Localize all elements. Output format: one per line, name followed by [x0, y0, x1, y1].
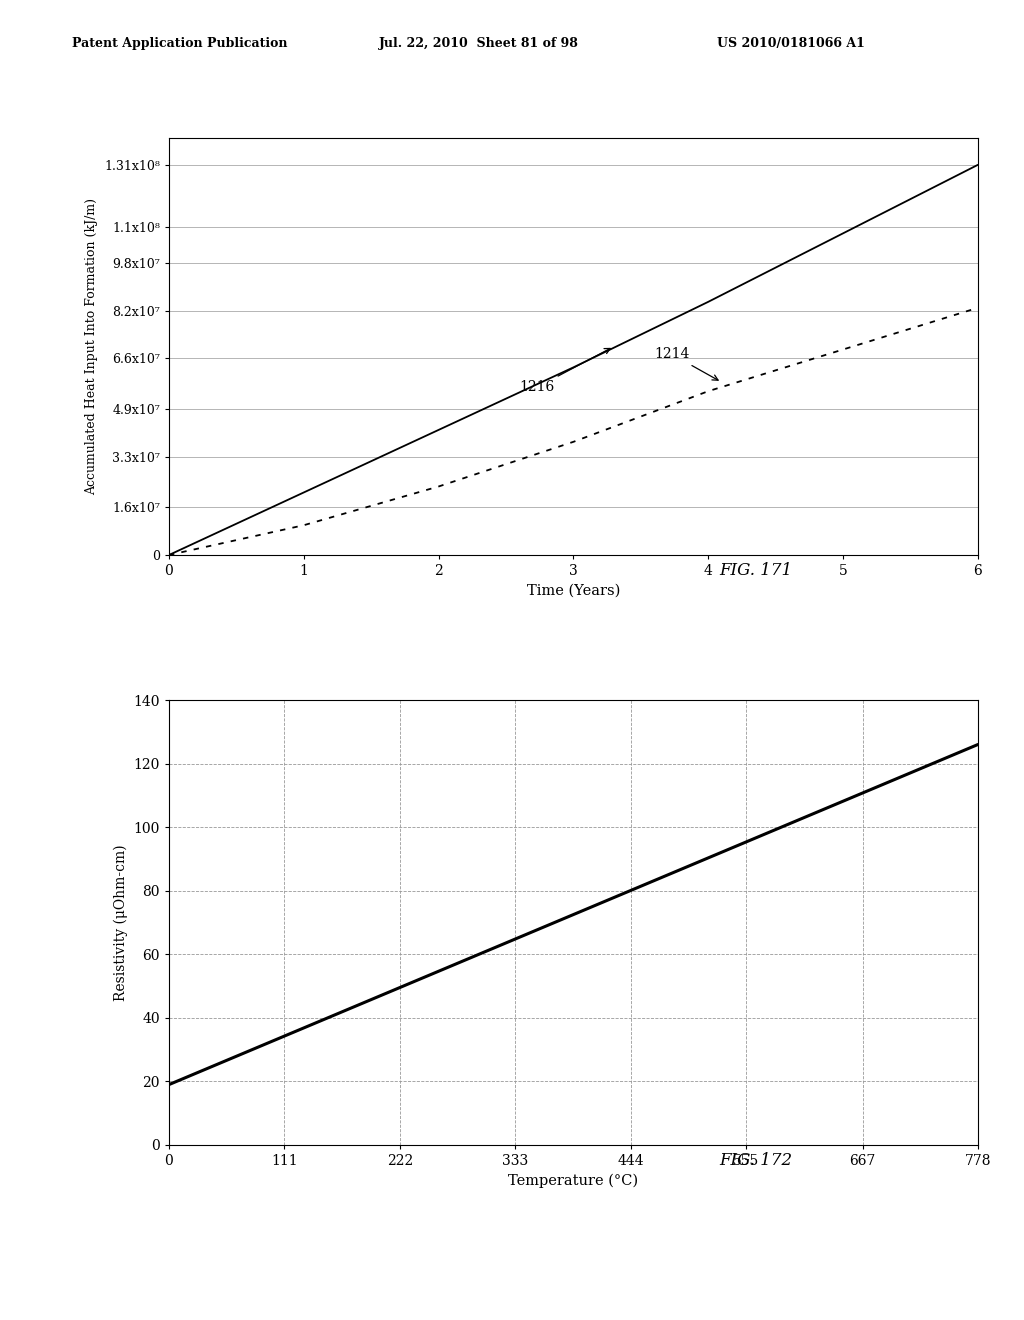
Text: 1216: 1216 — [519, 348, 610, 395]
Y-axis label: Resistivity (μOhm-cm): Resistivity (μOhm-cm) — [114, 845, 128, 1001]
Y-axis label: Accumulated Heat Input Into Formation (kJ/m): Accumulated Heat Input Into Formation (k… — [85, 198, 98, 495]
Text: Patent Application Publication: Patent Application Publication — [72, 37, 287, 50]
Text: US 2010/0181066 A1: US 2010/0181066 A1 — [717, 37, 864, 50]
Text: FIG. 171: FIG. 171 — [719, 561, 793, 578]
X-axis label: Time (Years): Time (Years) — [526, 583, 621, 598]
X-axis label: Temperature (°C): Temperature (°C) — [508, 1173, 639, 1188]
Text: Jul. 22, 2010  Sheet 81 of 98: Jul. 22, 2010 Sheet 81 of 98 — [379, 37, 579, 50]
Text: FIG. 172: FIG. 172 — [719, 1151, 793, 1168]
Text: 1214: 1214 — [654, 347, 718, 380]
